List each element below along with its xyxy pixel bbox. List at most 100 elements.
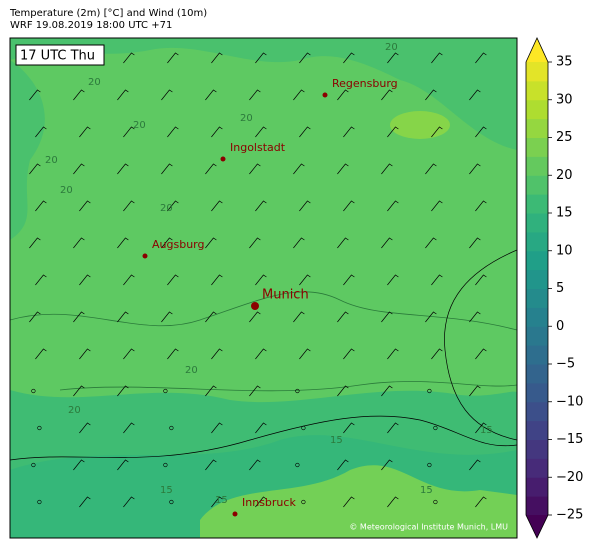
wind-barb xyxy=(79,422,91,434)
calm-marker xyxy=(433,499,438,505)
wind-barb xyxy=(299,52,311,64)
wind-barb xyxy=(475,200,487,212)
contour-label: 20 xyxy=(45,155,58,166)
time-box xyxy=(15,44,105,66)
contour-label: 20 xyxy=(160,203,173,214)
wind-barb xyxy=(249,311,261,323)
colorbar: 35 30 25 20 15 10 5 0 −5 −10 −15 −20 −25 xyxy=(525,37,583,539)
colorbar-band xyxy=(526,364,548,384)
wind-barb xyxy=(469,163,481,175)
calm-marker xyxy=(295,388,300,394)
city-name: Ingolstadt xyxy=(230,141,286,154)
calm-marker xyxy=(169,499,174,505)
colorbar-band xyxy=(526,231,548,252)
calm-marker xyxy=(31,462,36,468)
wind-barb xyxy=(469,385,481,397)
calm-marker xyxy=(295,462,300,468)
colorbar-tick-label: 0 xyxy=(556,319,564,334)
wind-barb xyxy=(249,163,261,175)
colorbar-tick-label: −10 xyxy=(556,394,583,409)
wind-barb xyxy=(73,459,85,471)
contour-label: 15 xyxy=(215,495,228,506)
colorbar-band xyxy=(526,382,548,403)
calm-marker xyxy=(427,388,432,394)
colorbar-band xyxy=(526,307,548,327)
contour-label: 20 xyxy=(88,77,101,88)
wind-barb xyxy=(123,126,135,138)
wind-barb xyxy=(167,126,179,138)
wind-barb xyxy=(117,311,129,323)
wind-barb xyxy=(211,52,223,64)
calm-marker xyxy=(301,425,306,431)
wind-barb xyxy=(167,274,179,286)
wind-barb xyxy=(425,311,437,323)
wind-barb xyxy=(381,311,393,323)
colorbar-tick-label: −25 xyxy=(556,508,583,523)
wind-barb xyxy=(79,274,91,286)
colorbar-band xyxy=(526,213,548,233)
wind-barb xyxy=(469,459,481,471)
wind-barb xyxy=(475,422,487,434)
wind-barb xyxy=(425,237,437,249)
wind-barb xyxy=(293,163,305,175)
wind-barb xyxy=(425,163,437,175)
wind-barb xyxy=(387,496,399,508)
colorbar-tick-label: −20 xyxy=(556,470,583,485)
colorbar-band xyxy=(526,477,548,497)
wind-barb xyxy=(35,126,47,138)
contour-label: 15 xyxy=(160,485,173,496)
calm-marker xyxy=(301,499,306,505)
title: Temperature (2m) [°C] and Wind (10m) xyxy=(9,8,207,19)
wind-barb xyxy=(387,126,399,138)
wind-barb xyxy=(211,126,223,138)
wind-barb xyxy=(337,163,349,175)
calm-marker xyxy=(169,425,174,431)
wind-barb xyxy=(299,126,311,138)
wind-barb xyxy=(387,274,399,286)
wind-barb xyxy=(431,348,443,360)
wind-barb xyxy=(343,496,355,508)
colorbar-tick-label: −5 xyxy=(556,357,575,372)
colorbar-band xyxy=(526,99,548,120)
wind-barb xyxy=(337,237,349,249)
wind-barb xyxy=(161,89,173,101)
border-line xyxy=(10,415,517,461)
wind-barb xyxy=(29,311,41,323)
wind-barb xyxy=(211,348,223,360)
wind-barb xyxy=(387,200,399,212)
contour-line xyxy=(10,291,517,331)
wind-barb xyxy=(299,274,311,286)
wind-barb xyxy=(293,311,305,323)
wind-barb xyxy=(293,237,305,249)
wind-barb xyxy=(475,126,487,138)
wind-barb xyxy=(381,89,393,101)
wind-barb xyxy=(387,422,399,434)
colorbar-tick-label: 15 xyxy=(556,206,573,221)
wind-barb xyxy=(337,311,349,323)
wind-barb xyxy=(117,89,129,101)
wind-barb xyxy=(211,422,223,434)
map-frame xyxy=(9,37,518,539)
colorbar-tick-label: 30 xyxy=(556,92,573,107)
wind-barb xyxy=(205,311,217,323)
city-dot xyxy=(232,511,238,517)
colorbar-band xyxy=(526,118,548,138)
wind-barb xyxy=(299,200,311,212)
calm-marker xyxy=(163,388,168,394)
copyright: © Meteorological Institute Munich, LMU xyxy=(349,523,508,532)
contour-label: 20 xyxy=(240,113,253,124)
colorbar-band xyxy=(526,269,548,289)
wind-barb xyxy=(381,163,393,175)
wind-barb xyxy=(475,274,487,286)
colorbar-tick-label: 10 xyxy=(556,243,573,258)
wind-barb xyxy=(29,237,41,249)
wind-barb xyxy=(161,237,173,249)
wind-barb xyxy=(79,200,91,212)
colorbar-band xyxy=(526,458,548,478)
colorbar-band xyxy=(526,326,548,346)
wind-barb xyxy=(293,89,305,101)
wind-barb xyxy=(425,89,437,101)
wind-barb xyxy=(431,274,443,286)
wind-barb xyxy=(161,311,173,323)
contour-label: 15 xyxy=(480,425,493,436)
